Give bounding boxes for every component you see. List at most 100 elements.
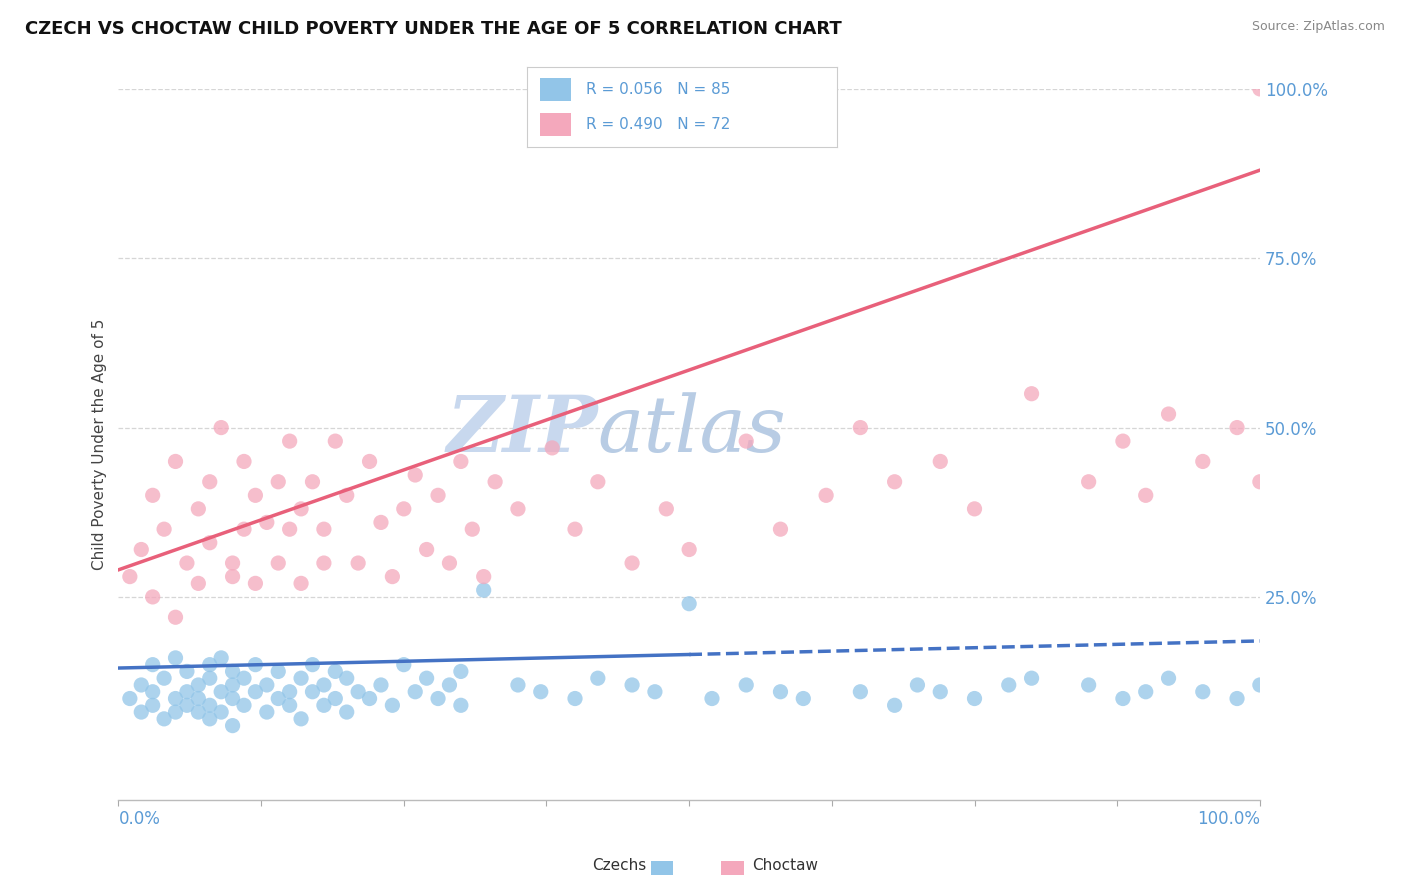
Point (301, 657, 323, 672)
Point (1157, 671, 1180, 685)
Point (142, 657, 165, 672)
Point (381, 569, 404, 583)
Point (312, 678, 335, 692)
Bar (540, 113, 571, 136)
Point (267, 475, 290, 489)
Text: R = 0.490   N = 72: R = 0.490 N = 72 (586, 117, 730, 132)
Point (312, 522, 335, 536)
Point (735, 678, 758, 692)
Point (256, 705, 278, 719)
Point (129, 678, 152, 692)
Point (142, 698, 165, 713)
Point (883, 698, 905, 713)
Point (256, 516, 278, 530)
Point (792, 691, 814, 706)
Point (142, 488, 165, 502)
Point (118, 691, 141, 706)
Point (187, 691, 209, 706)
Point (370, 516, 392, 530)
Point (336, 705, 359, 719)
Point (221, 691, 243, 706)
Point (256, 678, 278, 692)
Point (336, 488, 359, 502)
Point (312, 556, 335, 570)
Point (439, 556, 461, 570)
Point (1077, 475, 1099, 489)
Point (233, 454, 256, 468)
Point (586, 671, 609, 685)
Point (655, 501, 678, 516)
Point (359, 454, 381, 468)
Point (907, 678, 929, 692)
Point (450, 698, 472, 713)
Point (221, 556, 243, 570)
Point (221, 678, 243, 692)
Point (176, 665, 198, 679)
Point (963, 691, 986, 706)
Point (245, 576, 267, 591)
Point (198, 657, 221, 672)
Point (849, 420, 872, 434)
Point (209, 685, 232, 699)
Point (381, 698, 404, 713)
Point (1282, 420, 1305, 434)
Point (621, 678, 644, 692)
Point (233, 698, 256, 713)
Point (427, 691, 450, 706)
Point (209, 420, 232, 434)
Point (415, 542, 437, 557)
Point (815, 488, 838, 502)
Point (290, 712, 312, 726)
Point (564, 691, 586, 706)
Point (176, 685, 198, 699)
Point (336, 671, 359, 685)
Point (1226, 420, 1249, 434)
Point (290, 671, 312, 685)
Point (963, 501, 986, 516)
Point (1271, 434, 1294, 449)
Point (929, 454, 952, 468)
Point (165, 705, 187, 719)
Point (586, 475, 609, 489)
Point (404, 468, 426, 483)
Point (1271, 386, 1294, 401)
Point (1157, 407, 1180, 421)
Point (153, 522, 176, 536)
Text: R = 0.056   N = 85: R = 0.056 N = 85 (586, 82, 730, 97)
Point (564, 522, 586, 536)
Point (1135, 488, 1157, 502)
Point (312, 698, 335, 713)
Point (370, 678, 392, 692)
Point (153, 712, 176, 726)
Point (700, 691, 723, 706)
Point (530, 685, 553, 699)
Point (233, 522, 256, 536)
Point (472, 569, 495, 583)
Point (187, 576, 209, 591)
Text: Czechs: Czechs (592, 858, 647, 872)
Point (165, 454, 187, 468)
Point (245, 488, 267, 502)
Point (929, 685, 952, 699)
Y-axis label: Child Poverty Under the Age of 5: Child Poverty Under the Age of 5 (93, 318, 107, 570)
Point (678, 542, 700, 557)
Point (142, 685, 165, 699)
Point (221, 569, 243, 583)
Point (1077, 678, 1099, 692)
Point (769, 522, 792, 536)
Text: Choctaw: Choctaw (752, 858, 818, 872)
Point (997, 678, 1019, 692)
Text: ZIP: ZIP (446, 392, 598, 468)
Point (221, 665, 243, 679)
Point (323, 691, 346, 706)
Point (1249, 475, 1271, 489)
Point (1249, 82, 1271, 96)
Point (484, 475, 506, 489)
Point (439, 678, 461, 692)
Point (472, 583, 495, 598)
Point (849, 685, 872, 699)
Text: 0.0%: 0.0% (118, 810, 160, 829)
Point (392, 501, 415, 516)
Point (1191, 685, 1213, 699)
Point (209, 705, 232, 719)
